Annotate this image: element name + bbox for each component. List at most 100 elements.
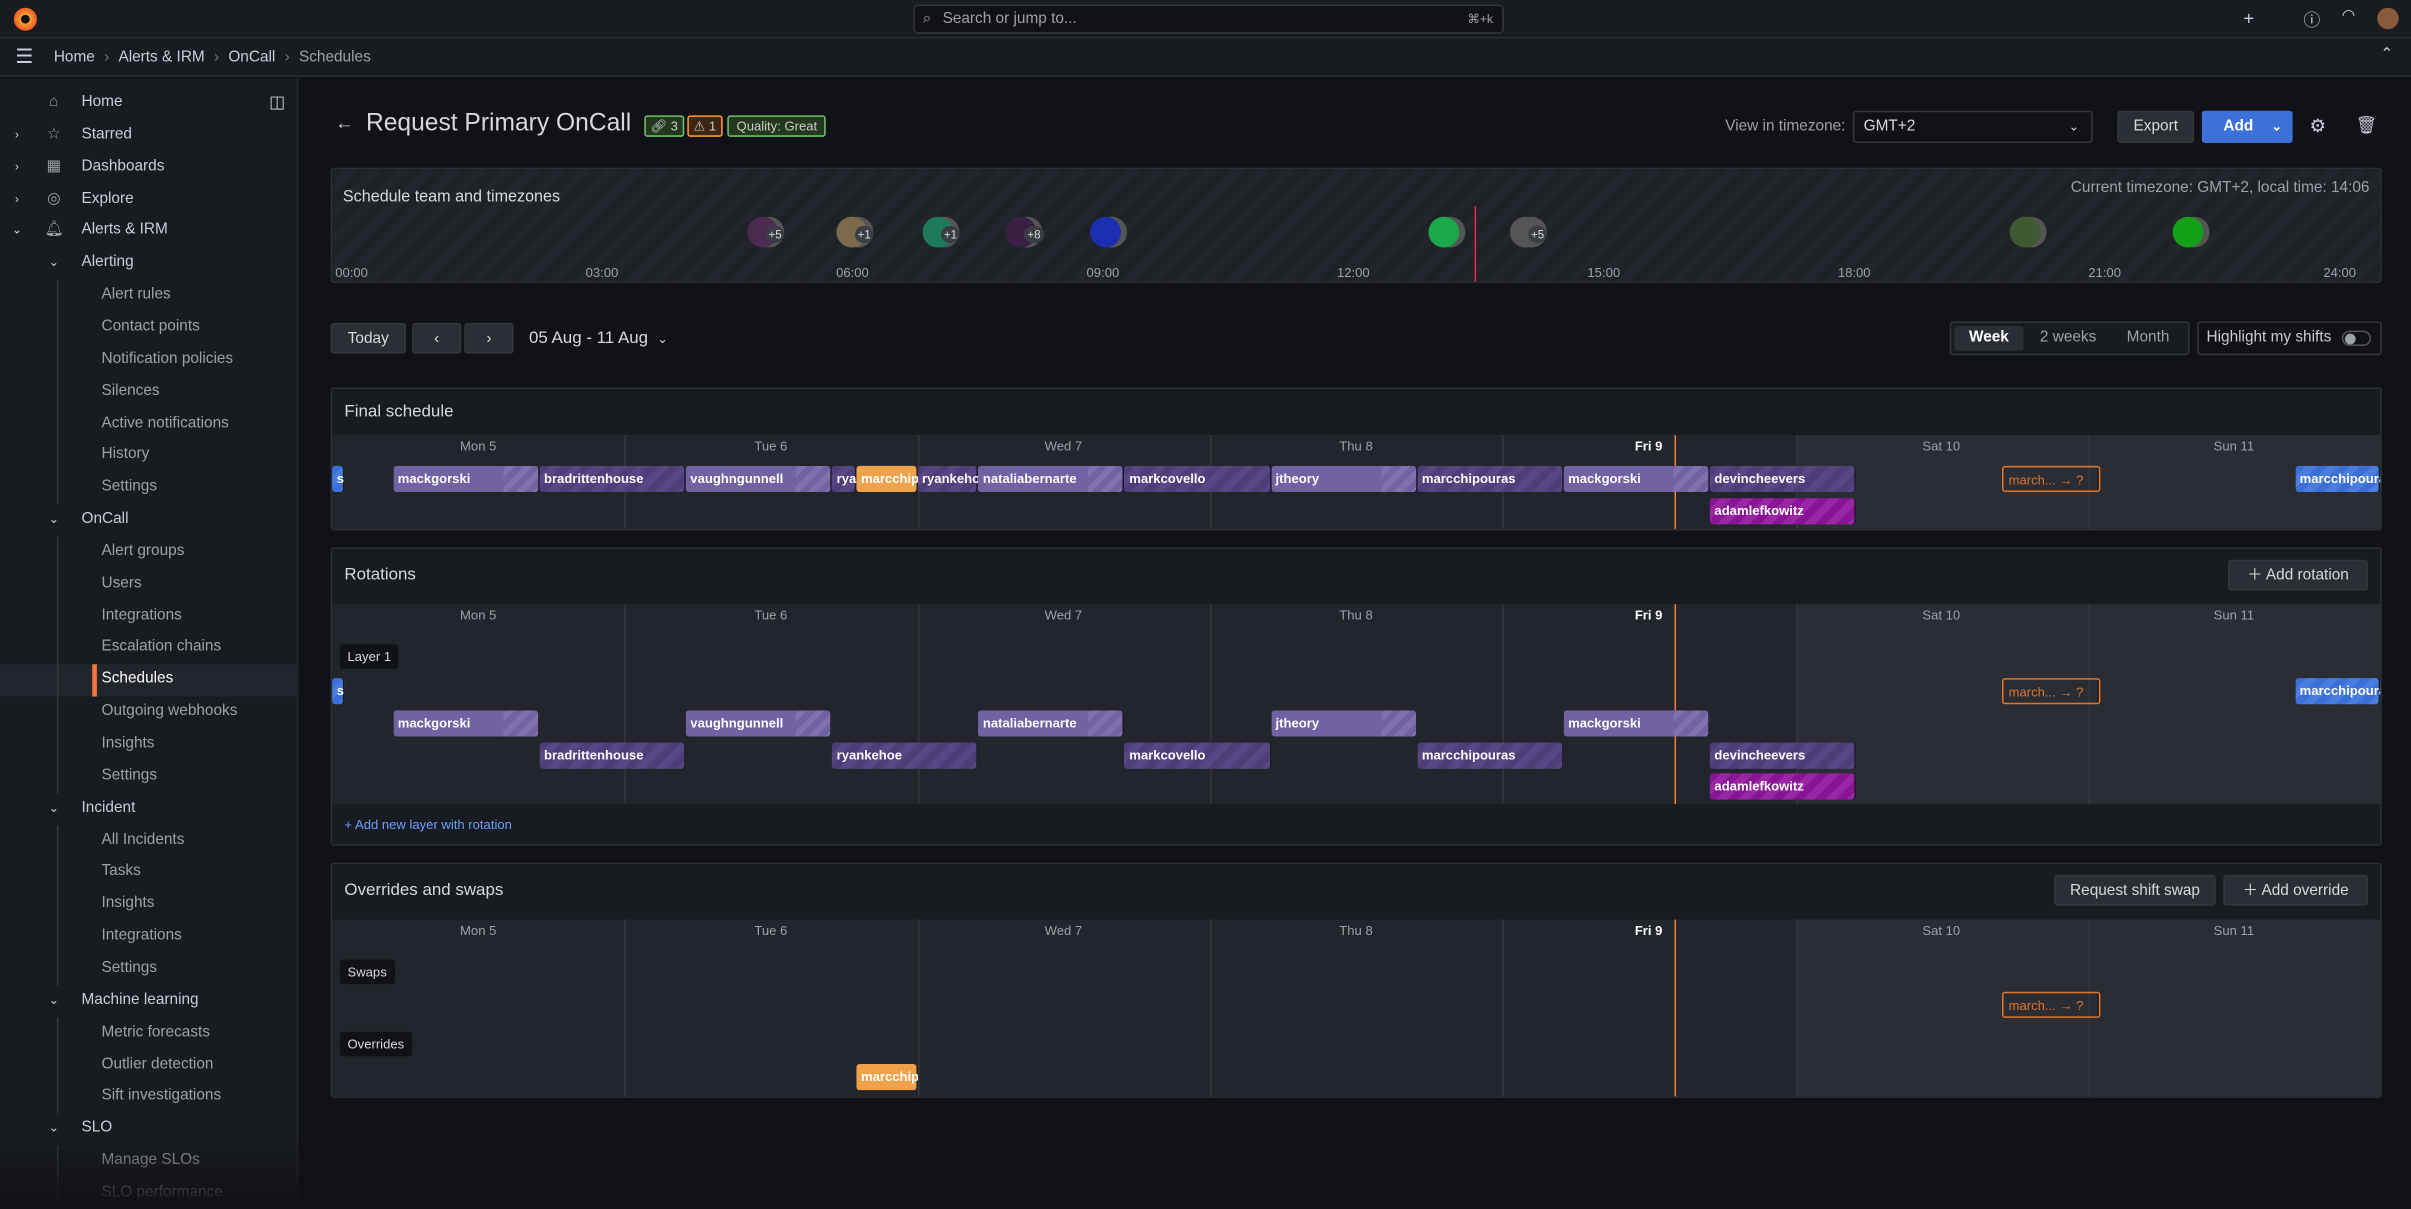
sidebar-item-escalation-chains[interactable]: Escalation chains <box>101 638 222 656</box>
today-button[interactable]: Today <box>330 322 406 354</box>
sidebar-item-alerts-irm[interactable]: ⌄ 🔔︎ Alerts & IRM <box>0 216 297 248</box>
add-button[interactable]: Add ⌄ <box>2201 110 2293 143</box>
grafana-logo[interactable] <box>13 7 37 31</box>
sidebar-item-silences[interactable]: Silences <box>101 382 160 400</box>
sidebar-item-explore[interactable]: › ◎ Explore <box>0 184 297 216</box>
sidebar-item-starred[interactable]: › ☆ Starred <box>0 120 297 152</box>
add-rotation-button[interactable]: ＋ Add rotation <box>2228 559 2368 591</box>
news-icon[interactable]: ◠ <box>2341 7 2356 25</box>
shift-swap-request[interactable]: march... → ? <box>2002 465 2100 493</box>
shift-block[interactable]: mackgorski <box>1564 710 1710 737</box>
team-member-avatar[interactable]: +1 <box>922 216 961 248</box>
shift-block[interactable]: s <box>332 678 345 705</box>
crumb-oncall[interactable]: OnCall <box>228 49 276 67</box>
collapse-icon[interactable]: ⌃ <box>2380 46 2394 64</box>
shift-block[interactable]: mackgorski <box>393 465 540 493</box>
search-input[interactable]: ⌕ Search or jump to... ⌘+k <box>913 4 1504 34</box>
shift-block[interactable]: nataliabernarte <box>978 465 1125 493</box>
date-range-picker[interactable]: 05 Aug - 11 Aug ⌄ <box>528 329 668 348</box>
sidebar-item-users[interactable]: Users <box>101 574 142 592</box>
sidebar-item-settings[interactable]: Settings <box>101 478 158 496</box>
team-member-avatar[interactable] <box>2010 216 2042 248</box>
shift-block[interactable]: jtheory <box>1271 465 1418 493</box>
sidebar-item-dashboards[interactable]: › ▦ Dashboards <box>0 152 297 184</box>
dock-menu-icon[interactable]: ◫ <box>269 93 286 113</box>
trash-icon[interactable]: 🗑︎ <box>2355 116 2378 136</box>
sidebar-item-home[interactable]: ⌂ Home <box>0 88 297 120</box>
shift-block[interactable]: vaughngunnell <box>686 465 832 493</box>
linked-integrations-badge[interactable]: 🔗︎ 3 <box>644 115 685 137</box>
shift-block[interactable]: devincheevers <box>1709 465 1857 493</box>
expand-chevron-icon[interactable]: ⌄ <box>48 992 59 1007</box>
prev-week-button[interactable]: ‹ <box>412 322 462 354</box>
sidebar-item-insights[interactable]: Insights <box>101 895 155 913</box>
shift-block[interactable]: adamlefkowitz <box>1709 498 1857 525</box>
shift-block[interactable]: marcchip <box>856 465 918 493</box>
timezone-select[interactable]: GMT+2 ⌄ <box>1852 110 2093 143</box>
sidebar-item-slo[interactable]: ⌄ SLO <box>0 1114 297 1146</box>
sidebar-item-integrations[interactable]: Integrations <box>101 927 182 945</box>
expand-chevron-icon[interactable]: › <box>14 191 19 206</box>
shift-block[interactable]: markcovello <box>1124 742 1271 769</box>
menu-icon[interactable]: ☰ <box>15 44 34 68</box>
shift-block[interactable]: devincheevers <box>1709 742 1857 769</box>
highlight-shifts-toggle[interactable]: Highlight my shifts <box>2197 321 2382 356</box>
view-week-tab[interactable]: Week <box>1954 325 2024 351</box>
expand-chevron-icon[interactable]: ⌄ <box>48 800 59 815</box>
shift-block[interactable]: jtheory <box>1271 710 1418 737</box>
view-2weeks-tab[interactable]: 2 weeks <box>2039 329 2097 346</box>
expand-chevron-icon[interactable]: ⌄ <box>48 255 59 270</box>
sidebar-item-sift-investigations[interactable]: Sift investigations <box>101 1087 222 1105</box>
add-override-button[interactable]: ＋ Add override <box>2223 874 2368 906</box>
team-member-avatar[interactable] <box>2173 216 2204 248</box>
team-member-avatar[interactable]: +1 <box>836 216 874 248</box>
sidebar-item-oncall[interactable]: ⌄ OnCall <box>0 504 297 536</box>
sidebar-item-alerting[interactable]: ⌄ Alerting <box>0 248 297 280</box>
help-icon[interactable]: ⓘ <box>2303 12 2321 31</box>
sidebar-item-incident[interactable]: ⌄ Incident <box>0 793 297 825</box>
settings-gear-icon[interactable]: ⚙ <box>2309 115 2327 137</box>
shift-block[interactable]: mackgorski <box>1564 465 1710 493</box>
sidebar-item-history[interactable]: History <box>101 446 150 464</box>
sidebar-item-all-incidents[interactable]: All Incidents <box>101 831 185 849</box>
shift-block[interactable]: marcchipouras <box>1417 742 1564 769</box>
view-month-tab[interactable]: Month <box>2126 329 2170 346</box>
user-avatar[interactable] <box>2377 7 2399 30</box>
sidebar-item-insights[interactable]: Insights <box>101 734 155 752</box>
sidebar-item-metric-forecasts[interactable]: Metric forecasts <box>101 1023 211 1041</box>
expand-chevron-icon[interactable]: ⌄ <box>48 1121 59 1136</box>
shift-block[interactable]: nataliabernarte <box>978 710 1125 737</box>
sidebar-item-contact-points[interactable]: Contact points <box>101 318 200 336</box>
shift-swap-request[interactable]: march... → ? <box>2002 678 2100 705</box>
sidebar-item-integrations[interactable]: Integrations <box>101 606 182 624</box>
expand-chevron-icon[interactable]: ⌄ <box>11 223 23 238</box>
shift-block[interactable]: bradrittenhouse <box>539 742 686 769</box>
shift-block[interactable]: s <box>332 465 345 493</box>
toggle-switch[interactable] <box>2341 330 2372 346</box>
sidebar-item-tasks[interactable]: Tasks <box>101 863 141 881</box>
export-button[interactable]: Export <box>2117 110 2195 143</box>
crumb-home[interactable]: Home <box>53 49 95 67</box>
shift-block[interactable]: marcchipoura <box>2295 678 2381 705</box>
team-member-avatar[interactable] <box>1090 216 1122 248</box>
shift-block[interactable]: marcchipouras <box>1417 465 1564 493</box>
next-week-button[interactable]: › <box>464 322 514 354</box>
sidebar-item-alert-rules[interactable]: Alert rules <box>101 286 171 304</box>
shift-block[interactable]: vaughngunnell <box>686 710 832 737</box>
shift-block[interactable]: adamlefkowitz <box>1709 774 1857 801</box>
sidebar-item-settings[interactable]: Settings <box>101 959 158 977</box>
request-shift-swap-button[interactable]: Request shift swap <box>2054 874 2216 906</box>
sidebar-item-settings[interactable]: Settings <box>101 767 158 784</box>
quality-badge[interactable]: Quality: Great <box>727 115 827 137</box>
shift-block[interactable]: rya <box>832 465 857 493</box>
warnings-badge[interactable]: ⚠ 1 <box>687 115 723 137</box>
shift-block[interactable]: ryankehoe <box>832 742 979 769</box>
back-arrow-icon[interactable]: ← <box>335 112 354 134</box>
sidebar-item-schedules[interactable]: Schedules <box>0 664 297 697</box>
sidebar-item-machine-learning[interactable]: ⌄ Machine learning <box>0 985 297 1017</box>
team-member-avatar[interactable]: +8 <box>1005 216 1044 248</box>
shift-block[interactable]: marcchipoura <box>2295 465 2381 493</box>
team-member-avatar[interactable]: +5 <box>747 216 785 248</box>
add-layer-link[interactable]: + Add new layer with rotation <box>344 816 512 832</box>
expand-chevron-icon[interactable]: › <box>14 159 19 174</box>
